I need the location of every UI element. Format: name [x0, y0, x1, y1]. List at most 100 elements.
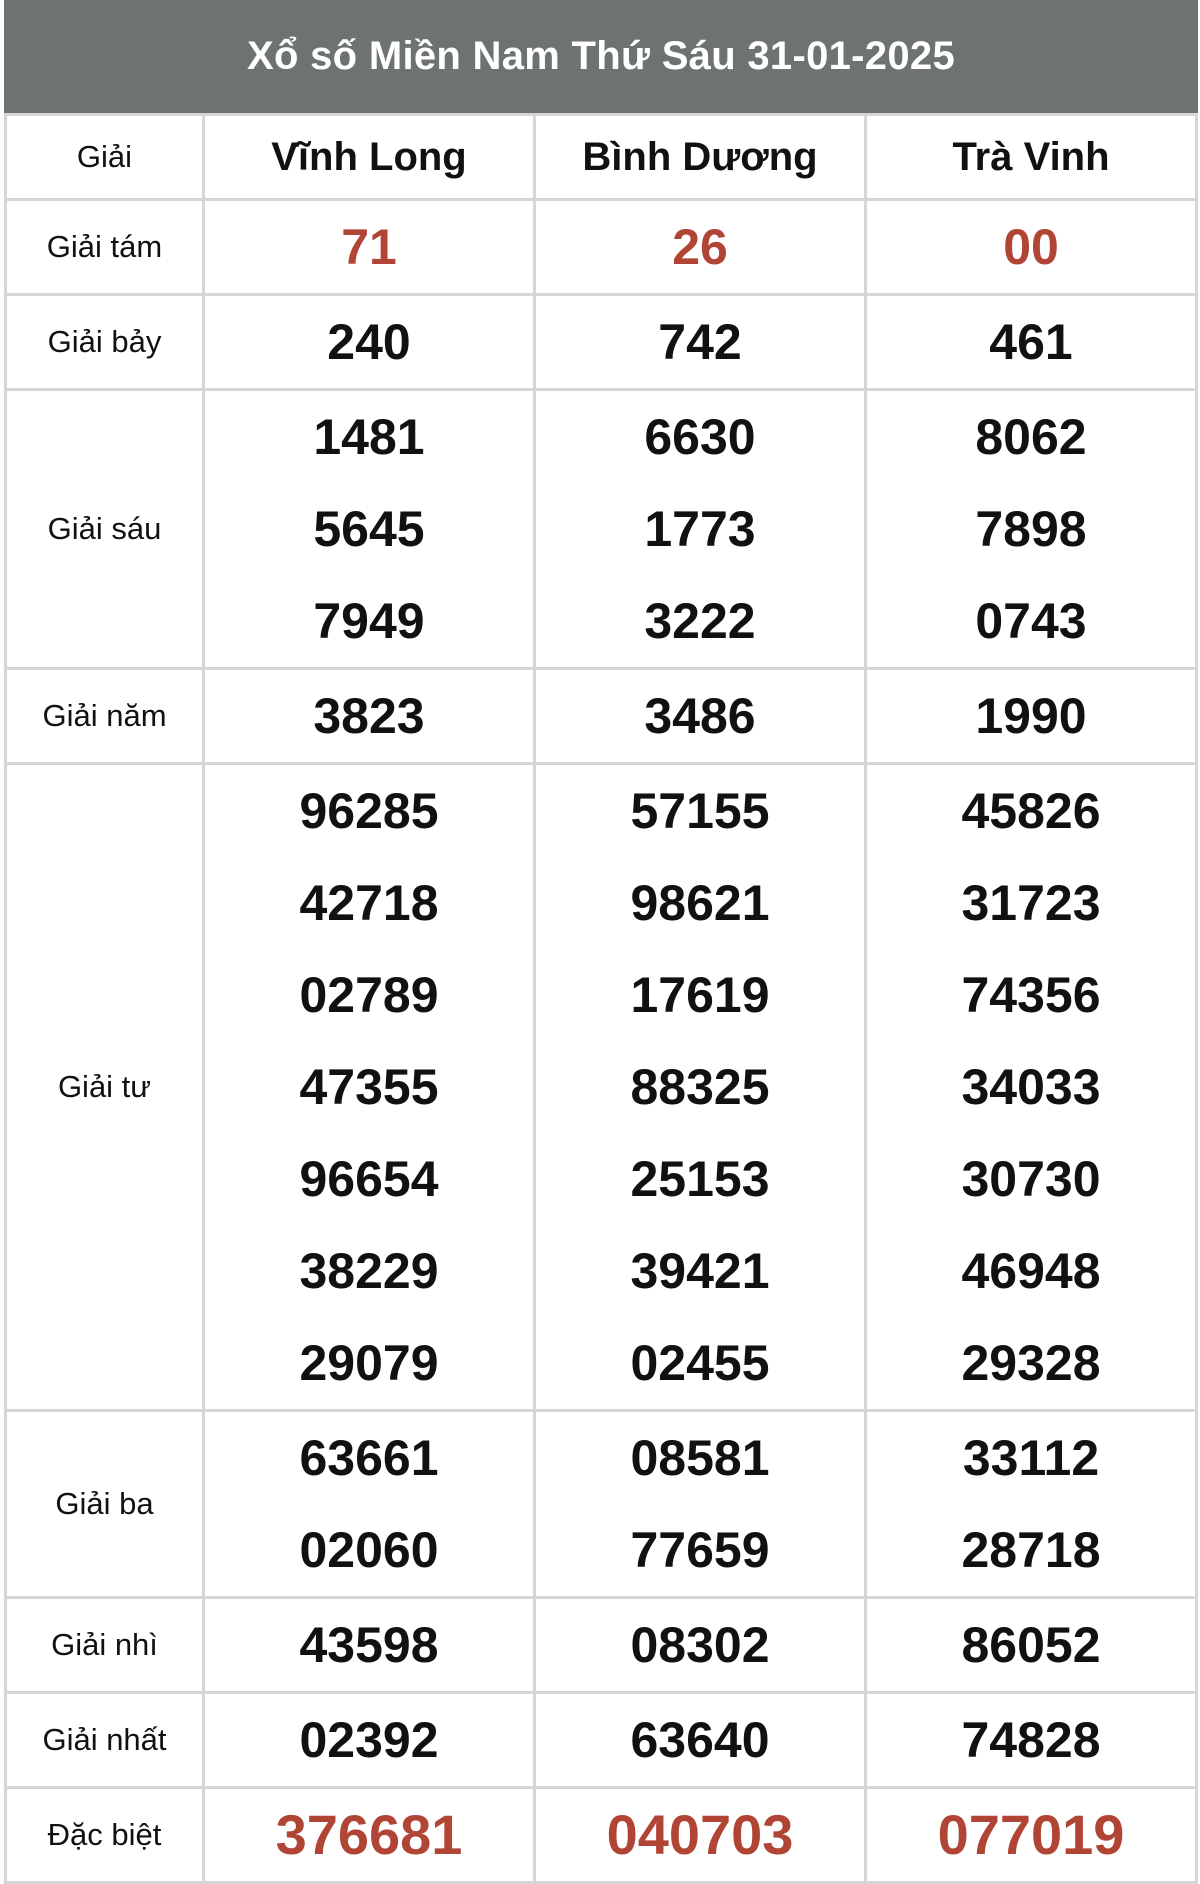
result-number: 63661 — [299, 1430, 439, 1486]
result-cell: 08302 — [533, 1596, 867, 1694]
prize-row: Giải năm 3823 3486 1990 — [4, 667, 1198, 765]
result-number: 1990 — [975, 688, 1087, 744]
result-number: 42718 — [299, 875, 439, 931]
result-number: 02060 — [299, 1522, 439, 1578]
result-cell: 040703 — [533, 1786, 867, 1884]
result-number: 17619 — [630, 967, 770, 1023]
prize-label: Giải nhất — [4, 1691, 205, 1789]
province-header-binh-duong: Bình Dương — [533, 113, 867, 201]
result-number: 38229 — [299, 1243, 439, 1299]
province-header-vinh-long: Vĩnh Long — [202, 113, 536, 201]
result-number: 29328 — [961, 1335, 1101, 1391]
page-title: Xổ số Miền Nam Thứ Sáu 31-01-2025 — [4, 0, 1198, 113]
result-cell: 33112 28718 — [864, 1409, 1198, 1599]
prize-label: Giải sáu — [4, 388, 205, 670]
result-number: 1481 — [313, 409, 425, 465]
result-number: 08581 — [630, 1430, 770, 1486]
result-number: 1773 — [644, 501, 756, 557]
prize-row: Giải tư 96285 42718 02789 47355 96654 38229 290… — [4, 762, 1198, 1412]
result-cell: 74828 — [864, 1691, 1198, 1789]
result-cell: 461 — [864, 293, 1198, 391]
result-number: 461 — [989, 314, 1073, 370]
result-number: 02789 — [299, 967, 439, 1023]
result-number: 63640 — [630, 1712, 770, 1768]
result-cell: 3486 — [533, 667, 867, 765]
result-cell: 240 — [202, 293, 536, 391]
result-number: 39421 — [630, 1243, 770, 1299]
result-number: 040703 — [606, 1803, 794, 1866]
prize-label: Giải bảy — [4, 293, 205, 391]
result-cell: 00 — [864, 198, 1198, 296]
result-number: 86052 — [961, 1617, 1101, 1673]
prize-row: Giải ba 63661 02060 08581 77659 33112 28718 — [4, 1409, 1198, 1599]
result-number: 45826 — [961, 783, 1101, 839]
result-cell: 71 — [202, 198, 536, 296]
result-number: 57155 — [630, 783, 770, 839]
result-number: 742 — [658, 314, 742, 370]
result-cell: 26 — [533, 198, 867, 296]
result-number: 8062 — [975, 409, 1087, 465]
prize-label: Giải ba — [4, 1409, 205, 1599]
prize-row: Đặc biệt 376681 040703 077019 — [4, 1786, 1198, 1884]
result-number: 7898 — [975, 501, 1087, 557]
result-number: 08302 — [630, 1617, 770, 1673]
prize-row: Giải nhất 02392 63640 74828 — [4, 1691, 1198, 1789]
prize-label: Đặc biệt — [4, 1786, 205, 1884]
result-number: 376681 — [275, 1803, 463, 1866]
result-cell: 02392 — [202, 1691, 536, 1789]
prize-label: Giải năm — [4, 667, 205, 765]
result-number: 46948 — [961, 1243, 1101, 1299]
result-number: 31723 — [961, 875, 1101, 931]
result-number: 30730 — [961, 1151, 1101, 1207]
result-number: 00 — [1003, 219, 1059, 275]
result-number: 3823 — [313, 688, 425, 744]
result-cell: 08581 77659 — [533, 1409, 867, 1599]
result-number: 25153 — [630, 1151, 770, 1207]
result-number: 02392 — [299, 1712, 439, 1768]
result-number: 7949 — [313, 593, 425, 649]
prize-row: Giải bảy 240 742 461 — [4, 293, 1198, 391]
result-cell: 1481 5645 7949 — [202, 388, 536, 670]
result-cell: 1990 — [864, 667, 1198, 765]
result-number: 77659 — [630, 1522, 770, 1578]
prize-label: Giải tám — [4, 198, 205, 296]
header-row: Giải Vĩnh Long Bình Dương Trà Vinh — [4, 113, 1198, 201]
result-cell: 43598 — [202, 1596, 536, 1694]
result-number: 3486 — [644, 688, 756, 744]
province-header-tra-vinh: Trà Vinh — [864, 113, 1198, 201]
result-number: 96285 — [299, 783, 439, 839]
result-number: 26 — [672, 219, 728, 275]
result-cell: 86052 — [864, 1596, 1198, 1694]
result-number: 02455 — [630, 1335, 770, 1391]
result-number: 74828 — [961, 1712, 1101, 1768]
result-number: 74356 — [961, 967, 1101, 1023]
prize-label: Giải tư — [4, 762, 205, 1412]
result-number: 3222 — [644, 593, 756, 649]
result-number: 43598 — [299, 1617, 439, 1673]
result-cell: 63661 02060 — [202, 1409, 536, 1599]
result-number: 5645 — [313, 501, 425, 557]
result-cell: 96285 42718 02789 47355 96654 38229 29079 — [202, 762, 536, 1412]
result-number: 98621 — [630, 875, 770, 931]
prize-row: Giải sáu 1481 5645 7949 6630 1773 3222 8062 7898… — [4, 388, 1198, 670]
prize-row: Giải tám 71 26 00 — [4, 198, 1198, 296]
result-cell: 57155 98621 17619 88325 25153 39421 02455 — [533, 762, 867, 1412]
result-number: 28718 — [961, 1522, 1101, 1578]
result-cell: 376681 — [202, 1786, 536, 1884]
lottery-results: Xổ số Miền Nam Thứ Sáu 31-01-2025 Giải V… — [4, 0, 1198, 1884]
result-number: 47355 — [299, 1059, 439, 1115]
result-cell: 45826 31723 74356 34033 30730 46948 29328 — [864, 762, 1198, 1412]
result-number: 6630 — [644, 409, 756, 465]
result-cell: 742 — [533, 293, 867, 391]
result-number: 29079 — [299, 1335, 439, 1391]
results-table: Giải Vĩnh Long Bình Dương Trà Vinh Giải … — [4, 113, 1198, 1884]
result-number: 96654 — [299, 1151, 439, 1207]
result-cell: 3823 — [202, 667, 536, 765]
result-cell: 077019 — [864, 1786, 1198, 1884]
result-number: 0743 — [975, 593, 1087, 649]
prize-column-header: Giải — [4, 113, 205, 201]
result-number: 240 — [327, 314, 411, 370]
result-number: 88325 — [630, 1059, 770, 1115]
prize-row: Giải nhì 43598 08302 86052 — [4, 1596, 1198, 1694]
result-number: 33112 — [962, 1430, 1100, 1486]
